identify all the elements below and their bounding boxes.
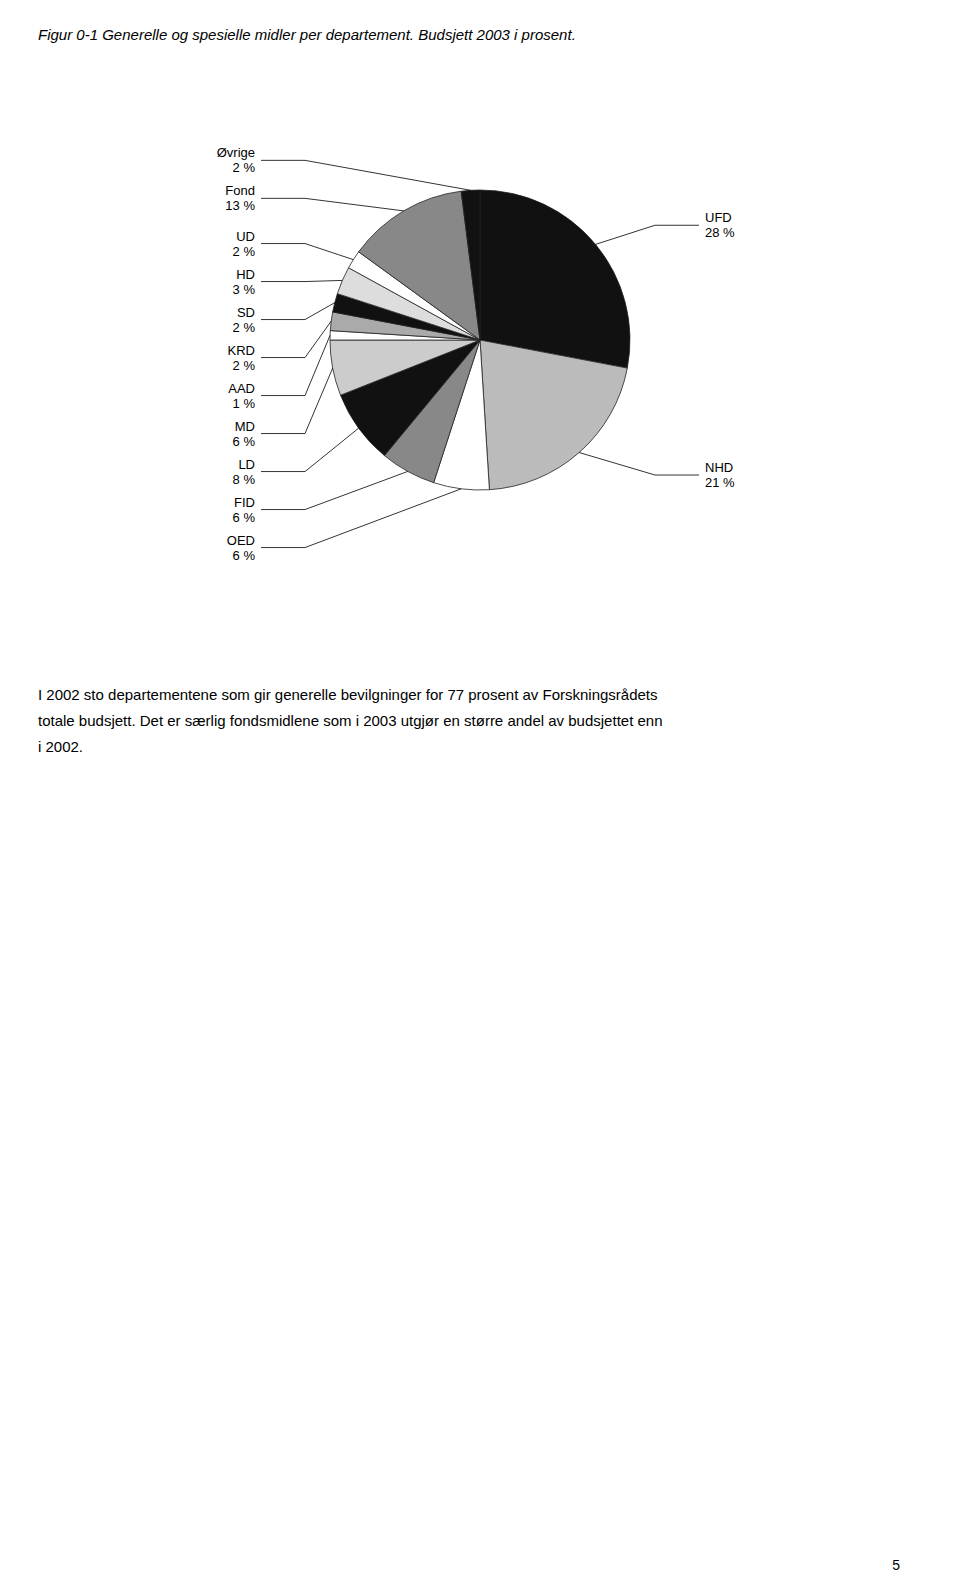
data-label: MD6 % — [233, 419, 256, 449]
leader-line — [261, 244, 353, 260]
slice-value: 28 % — [705, 225, 735, 240]
body-text: i 2002. — [38, 738, 83, 755]
leader-line — [261, 321, 331, 357]
pie-slice — [359, 191, 480, 340]
slice-value: 1 % — [233, 396, 256, 411]
slice-name: HD — [236, 267, 255, 282]
data-label: SD2 % — [233, 305, 256, 335]
leader-line — [261, 198, 404, 211]
data-label: HD3 % — [233, 267, 256, 297]
data-label: FID6 % — [233, 495, 256, 525]
data-labels: Øvrige2 %Fond13 %UD2 %HD3 %SD2 %KRD2 %AA… — [217, 145, 735, 562]
leader-line — [261, 160, 471, 190]
leader-line — [261, 471, 408, 509]
slice-value: 2 % — [233, 244, 256, 259]
slice-name: FID — [234, 495, 255, 510]
leader-line — [579, 453, 699, 476]
data-label: Øvrige2 % — [217, 145, 256, 175]
slice-name: Øvrige — [217, 145, 255, 160]
slice-name: NHD — [705, 460, 733, 475]
slice-name: AAD — [228, 381, 255, 396]
leader-line — [261, 368, 333, 433]
slice-value: 3 % — [233, 282, 256, 297]
slice-name: UD — [236, 229, 255, 244]
leader-line — [261, 489, 461, 548]
data-label: UD2 % — [233, 229, 256, 259]
page-number: 5 — [892, 1557, 900, 1573]
pie-slice — [461, 190, 480, 340]
body-text: totale budsjett. Det er særlig fondsmidl… — [38, 712, 663, 729]
leader-line — [261, 303, 335, 320]
chart-container: Figur 0-1 Generelle og spesielle midler … — [0, 0, 960, 1591]
pie-slice — [480, 340, 627, 490]
slice-value: 8 % — [233, 472, 256, 487]
slice-name: MD — [235, 419, 255, 434]
leader-line — [261, 428, 359, 471]
pie-slices — [330, 190, 630, 490]
pie-slice — [480, 190, 630, 368]
title: Figur 0-1 Generelle og spesielle midler … — [38, 26, 576, 43]
slice-value: 6 % — [233, 548, 256, 563]
slice-name: UFD — [705, 210, 732, 225]
chart-svg: Figur 0-1 Generelle og spesielle midler … — [0, 0, 960, 1591]
data-label: LD8 % — [233, 457, 256, 487]
slice-name: KRD — [228, 343, 255, 358]
leader-line — [261, 335, 330, 395]
data-label: NHD21 % — [705, 460, 735, 490]
slice-name: LD — [238, 457, 255, 472]
slice-value: 21 % — [705, 475, 735, 490]
slice-name: OED — [227, 533, 255, 548]
data-label: Fond13 % — [225, 183, 255, 213]
data-label: KRD2 % — [228, 343, 256, 373]
slice-value: 6 % — [233, 434, 256, 449]
data-label: AAD1 % — [228, 381, 255, 411]
pie-slice — [330, 340, 480, 395]
body-text: I 2002 sto departementene som gir genere… — [38, 686, 658, 703]
slice-value: 6 % — [233, 510, 256, 525]
data-label: OED6 % — [227, 533, 256, 563]
data-label: UFD28 % — [705, 210, 735, 240]
leader-line — [596, 225, 699, 244]
slice-value: 2 % — [233, 358, 256, 373]
background — [0, 0, 960, 1591]
leader-line — [261, 280, 342, 281]
slice-name: SD — [237, 305, 255, 320]
slice-value: 13 % — [225, 198, 255, 213]
slice-value: 2 % — [233, 320, 256, 335]
slice-value: 2 % — [233, 160, 256, 175]
slice-name: Fond — [225, 183, 255, 198]
